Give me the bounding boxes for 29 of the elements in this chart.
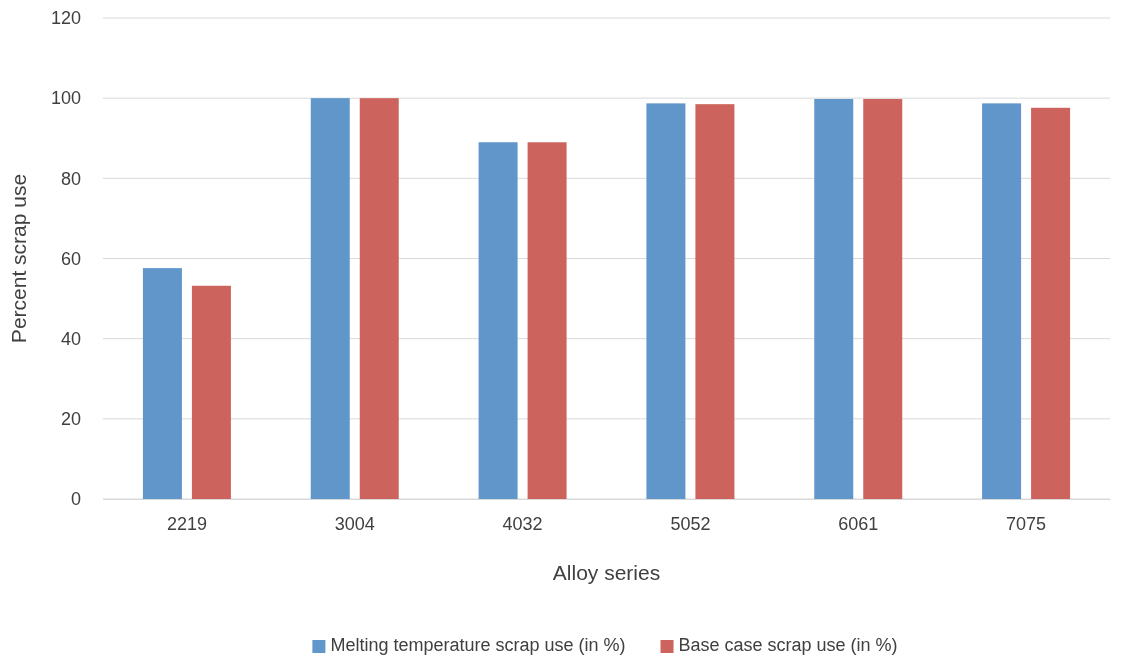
bar — [310, 98, 350, 499]
x-tick-label: 4032 — [502, 513, 543, 534]
bar — [863, 98, 903, 499]
y-tick-label: 20 — [60, 409, 81, 430]
x-tick-label: 5052 — [670, 513, 711, 534]
x-tick-label: 2219 — [166, 513, 207, 534]
x-tick-label: 7075 — [1006, 513, 1047, 534]
bar — [1031, 107, 1071, 499]
y-axis-title: Percent scrap use — [7, 173, 30, 344]
bar — [646, 103, 686, 499]
x-axis-title: Alloy series — [552, 561, 661, 584]
bar — [359, 98, 399, 499]
y-tick-label: 0 — [70, 489, 81, 510]
bar — [695, 104, 735, 499]
bar — [814, 98, 854, 499]
y-tick-label: 120 — [50, 8, 81, 29]
bar — [142, 268, 182, 499]
y-tick-label: 80 — [60, 168, 81, 189]
y-tick-label: 100 — [50, 88, 81, 109]
bar — [478, 142, 518, 499]
legend-label: Melting temperature scrap use (in %) — [330, 635, 626, 655]
x-tick-label: 6061 — [838, 513, 879, 534]
y-tick-label: 40 — [60, 328, 81, 349]
bar — [982, 103, 1022, 499]
bar — [527, 142, 567, 499]
y-tick-label: 60 — [60, 248, 81, 269]
legend-label: Base case scrap use (in %) — [678, 635, 898, 655]
bar — [191, 285, 231, 499]
x-tick-label: 3004 — [334, 513, 375, 534]
